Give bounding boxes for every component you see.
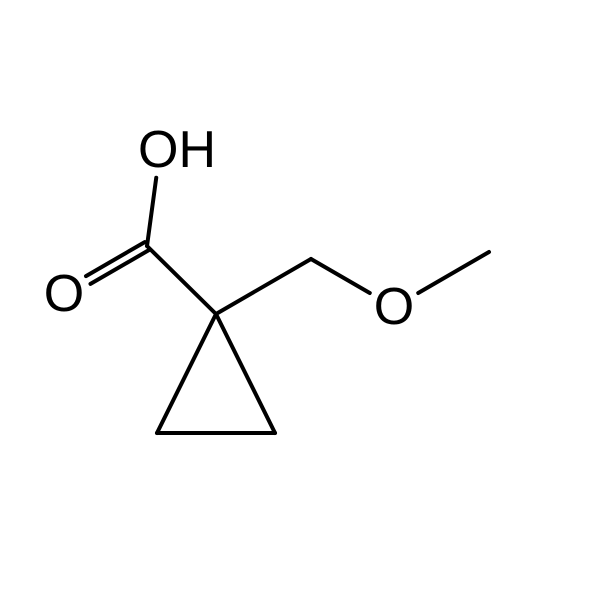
bond	[311, 259, 370, 293]
atom-label-O2: OH	[138, 121, 216, 179]
bond	[147, 178, 156, 246]
molecule-diagram: O OH O	[0, 0, 600, 600]
atom-label-O1: O	[44, 265, 84, 323]
bond	[418, 252, 489, 293]
bond	[157, 314, 216, 433]
bond	[147, 246, 216, 314]
atom-label-O3: O	[374, 278, 414, 336]
bond	[216, 259, 311, 314]
bond	[216, 314, 275, 433]
